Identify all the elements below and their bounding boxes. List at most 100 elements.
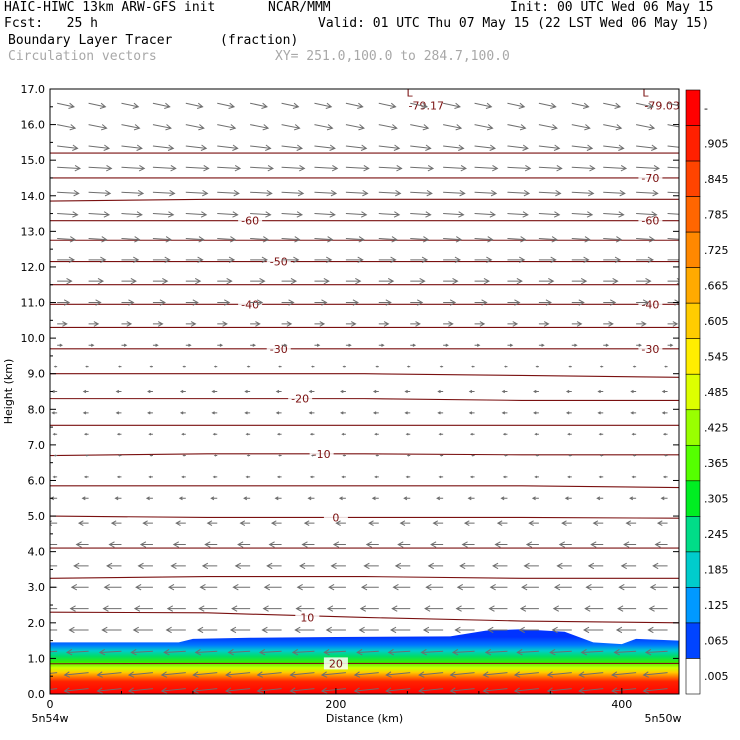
wind-vector [275, 411, 282, 415]
wind-vector [571, 343, 578, 347]
wind-vector [281, 144, 304, 151]
wind-vector [571, 124, 591, 131]
y-tick-label: 14.0 [21, 190, 46, 203]
wind-vector [281, 256, 300, 264]
wind-vector [160, 687, 186, 694]
wind-vector [525, 541, 539, 548]
wind-vector [88, 165, 113, 172]
wind-vector [345, 211, 368, 218]
wind-vector [281, 124, 301, 131]
wind-vector [116, 432, 122, 436]
wind-vector [507, 165, 532, 172]
wind-vector [115, 411, 122, 415]
wind-vector [513, 671, 539, 678]
wind-vector [648, 605, 668, 612]
wind-vector [250, 321, 261, 327]
wind-vector [185, 124, 205, 131]
wind-vector [266, 562, 282, 570]
wind-vector [314, 277, 330, 285]
colorbar-bin [685, 622, 701, 659]
wind-vector [75, 541, 89, 548]
wind-vector [474, 211, 497, 218]
colorbar-bin [685, 444, 701, 482]
wind-vector [636, 189, 659, 197]
wind-vector [667, 102, 679, 109]
colorbar-label: .725 [704, 244, 729, 257]
wind-vector [225, 671, 251, 678]
wind-vector [250, 277, 266, 285]
wind-vector [538, 236, 558, 243]
y-tick-label: 1.0 [28, 652, 46, 665]
wind-vector [50, 688, 58, 690]
wind-vector [385, 671, 411, 678]
wind-vector [469, 432, 475, 436]
wind-vector [152, 211, 175, 218]
wind-vector [578, 671, 604, 678]
wind-vector [378, 256, 397, 264]
wind-vector [598, 432, 604, 436]
colorbar-label: .605 [704, 315, 729, 328]
wind-vector [309, 475, 315, 479]
wind-vector [356, 649, 379, 656]
wind-vector [268, 541, 282, 548]
wind-vector [558, 541, 572, 548]
wind-vector [227, 649, 251, 656]
wind-vector [533, 389, 539, 394]
wind-vector [474, 299, 488, 306]
wind-vector [482, 671, 508, 678]
wind-vector [611, 671, 637, 678]
wind-vector [378, 321, 390, 327]
colorbar-bin [685, 480, 701, 517]
wind-vector [57, 102, 75, 109]
wind-vector [504, 365, 508, 368]
wind-vector [217, 256, 236, 264]
wind-vector [57, 277, 73, 285]
wind-vector [443, 211, 465, 218]
wind-vector [63, 687, 89, 694]
wind-vector [618, 584, 637, 591]
y-axis-label: Height (km) [2, 359, 15, 425]
wind-vector [281, 277, 298, 285]
wind-vector [88, 144, 111, 151]
wind-vector [443, 343, 449, 347]
wind-vector [474, 321, 486, 327]
wind-vector [405, 475, 411, 479]
wind-vector [213, 454, 218, 457]
wind-vector [281, 211, 304, 218]
vector-label: Circulation vectors [8, 49, 157, 64]
wind-vector [145, 496, 153, 501]
wind-vector [98, 649, 122, 656]
wind-vector [571, 256, 590, 264]
wind-vector [142, 520, 153, 526]
wind-vector [474, 256, 493, 264]
y-tick-label: 10.0 [21, 332, 46, 345]
wind-vector [617, 605, 637, 612]
colorbar-label: .005 [704, 670, 729, 683]
wind-vector [192, 671, 218, 678]
wind-vector [342, 365, 346, 368]
wind-vector [443, 299, 457, 306]
contour-label: -50 [270, 256, 288, 269]
tracer-fill [50, 629, 679, 694]
wind-vector [121, 124, 141, 131]
wind-vector [410, 236, 430, 243]
wind-vector [564, 496, 572, 501]
wind-vector [345, 102, 364, 109]
wind-vector [270, 520, 282, 526]
wind-vector [181, 432, 186, 436]
wind-vector [185, 299, 199, 306]
wind-vector [121, 299, 135, 306]
wind-vector [65, 649, 89, 656]
wind-vector [225, 687, 251, 694]
wind-vector [378, 299, 392, 306]
colorbar-label: .905 [704, 137, 729, 150]
wind-vector [217, 165, 242, 172]
wind-vector [243, 496, 251, 501]
wind-vector [507, 211, 529, 218]
wind-vector [528, 520, 539, 526]
wind-vector [516, 649, 539, 656]
wind-vector [535, 365, 539, 368]
wind-vector [603, 144, 625, 151]
wind-vector [121, 321, 133, 327]
wind-vector [57, 321, 68, 327]
